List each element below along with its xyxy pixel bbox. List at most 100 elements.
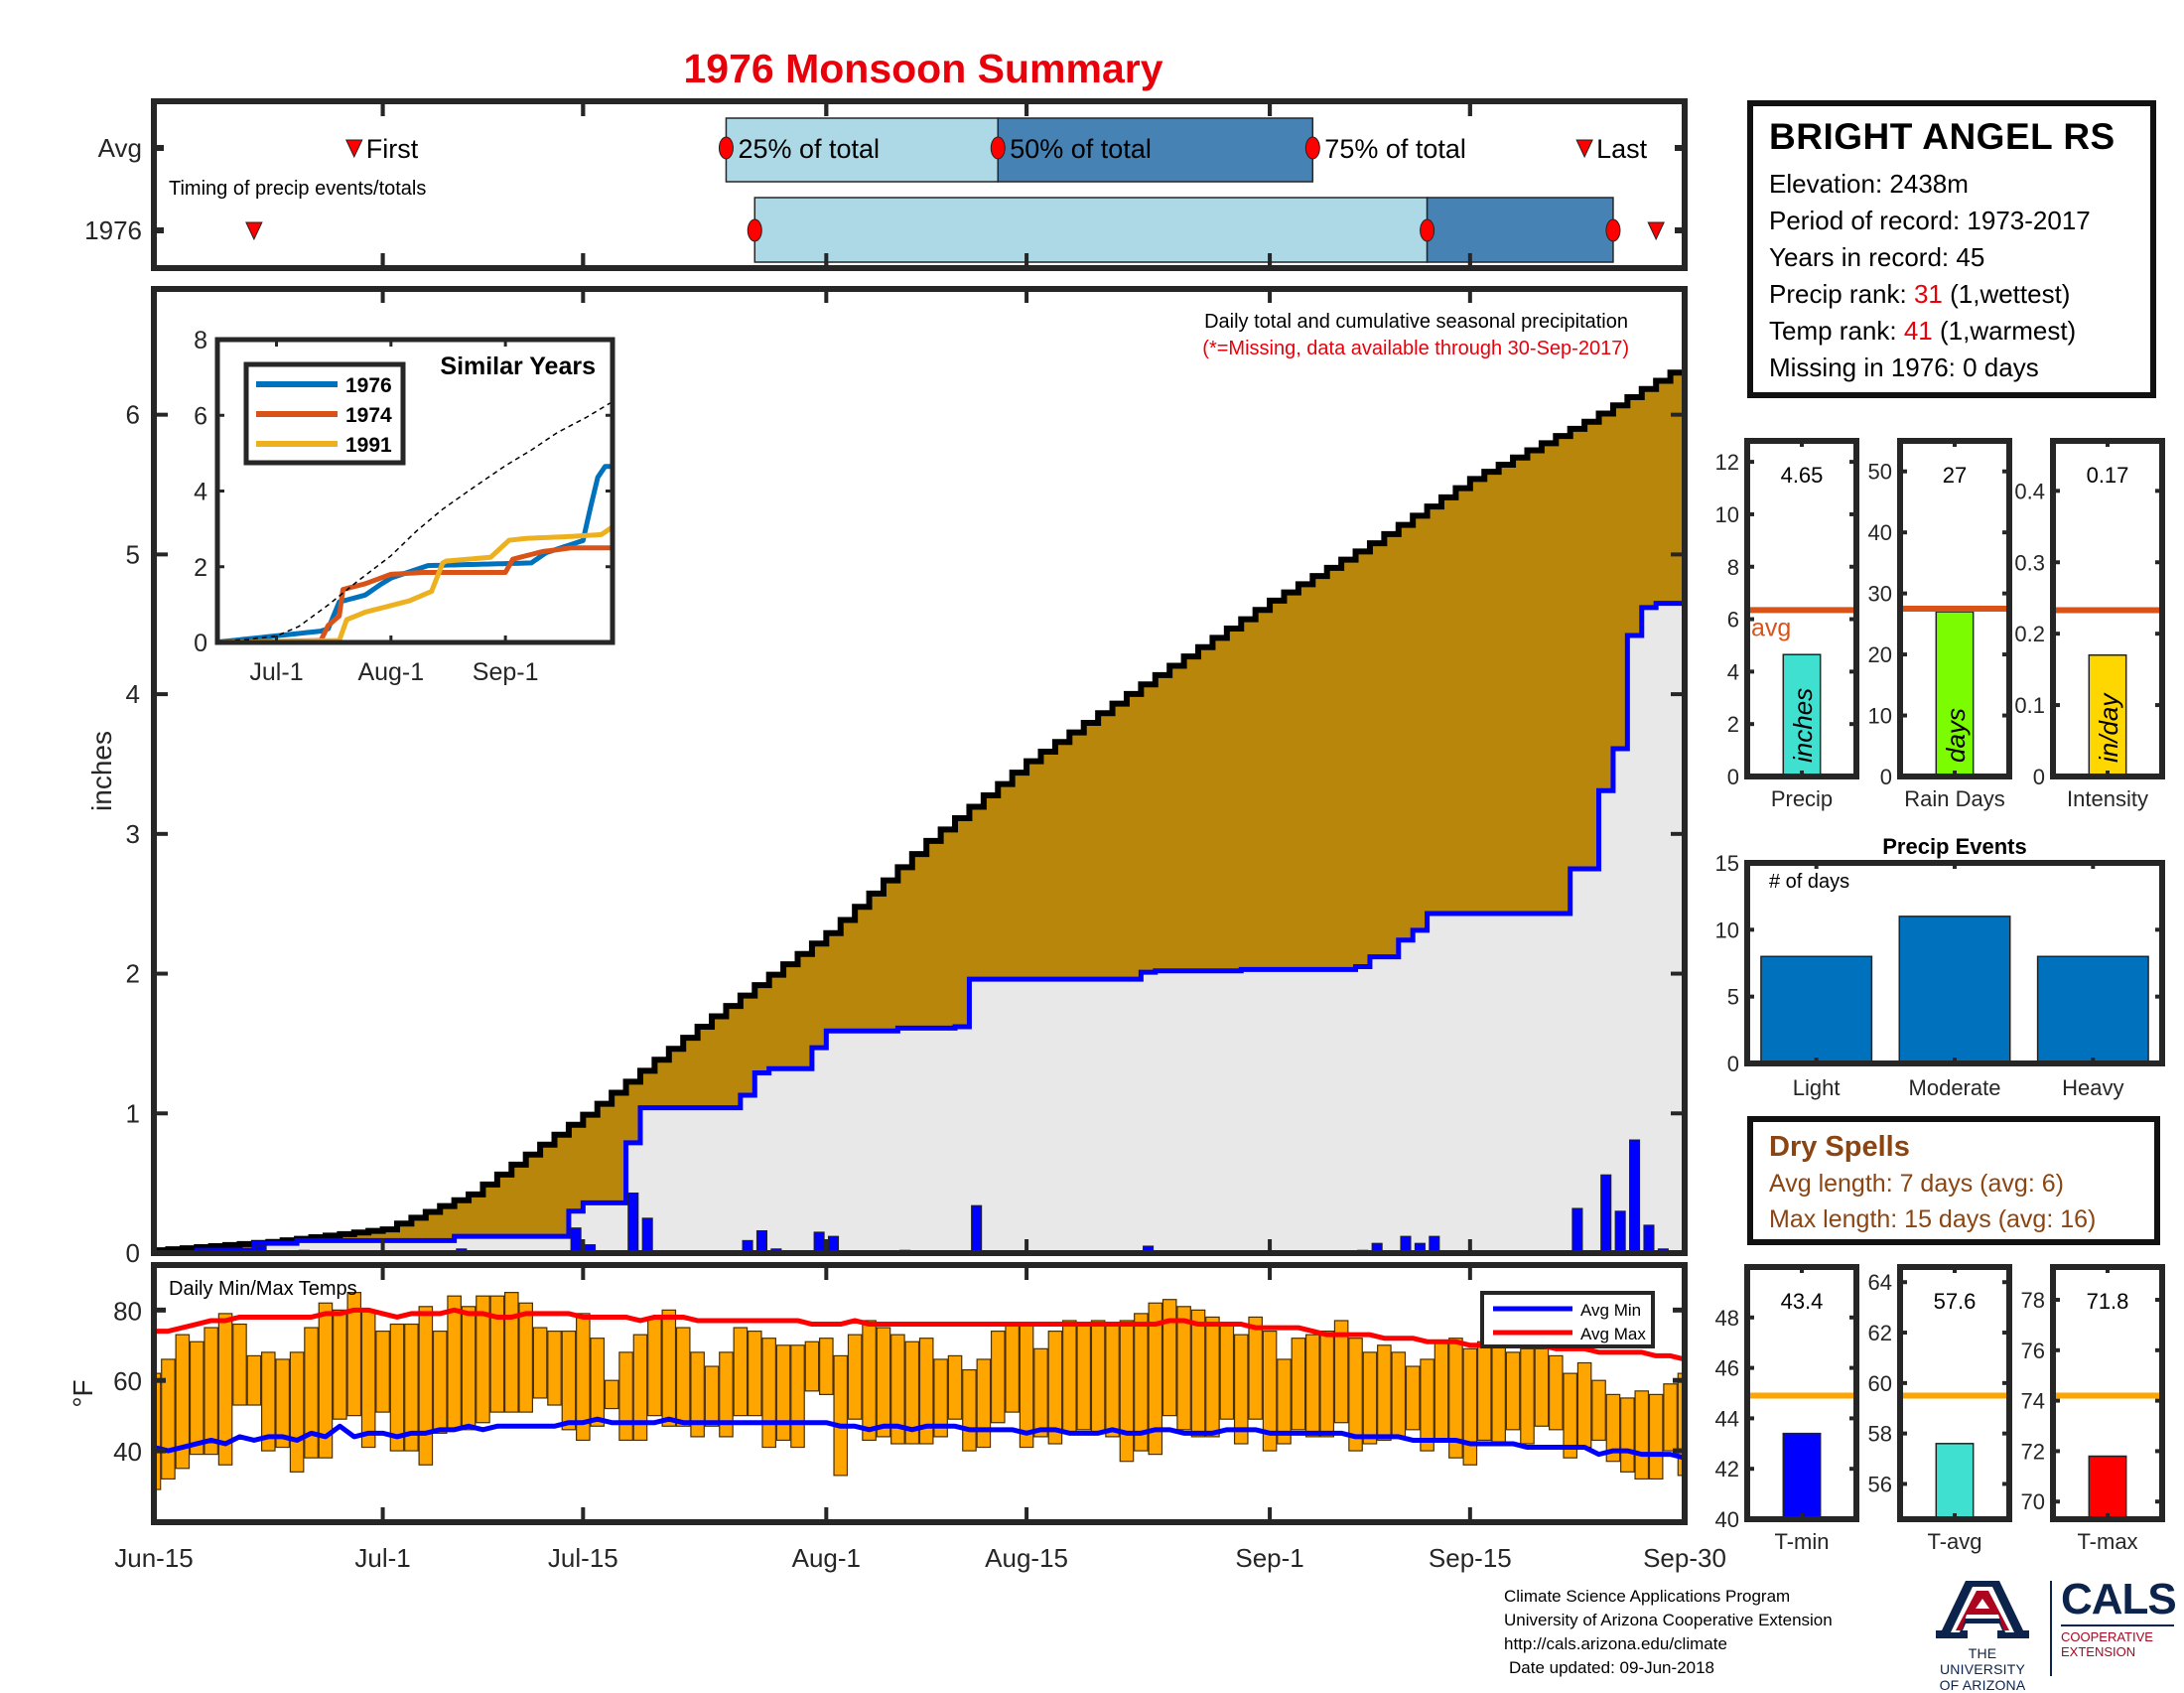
station-years: Years in record: 45 — [1769, 242, 1985, 272]
temp-range-bar — [976, 1358, 992, 1449]
temp-range-bar — [862, 1320, 877, 1442]
cals-logo: CALS COOPERATIVE EXTENSION — [2061, 1577, 2180, 1659]
main-plot-frame — [151, 286, 1688, 1256]
precip-events-category-label: Light — [1793, 1075, 1841, 1100]
panel-value-label: 71.8 — [2087, 1289, 2129, 1314]
panel-category-label: T-min — [1775, 1529, 1830, 1554]
panel-unit-label: in/day — [2094, 692, 2123, 763]
logo-divider — [2050, 1581, 2052, 1676]
inset-ytick-label: 2 — [194, 554, 207, 582]
temp-range-bar — [590, 1338, 606, 1427]
main-ytick-label: 0 — [126, 1238, 140, 1268]
avg-75-label: 75% of total — [1324, 134, 1466, 164]
temp-range-bar — [532, 1327, 548, 1399]
temp-range-bar — [1591, 1379, 1606, 1442]
panel-value-bar — [1935, 1443, 1975, 1520]
daily-precip-bar — [1643, 1224, 1655, 1254]
main-ytick-label: 1 — [126, 1098, 140, 1128]
temp-range-bar — [489, 1295, 505, 1413]
temp-range-bar — [1090, 1320, 1106, 1434]
footer-program: Climate Science Applications Program — [1504, 1587, 1791, 1606]
cals-logo-word: CALS — [2061, 1575, 2177, 1623]
temp-range-bar — [747, 1331, 762, 1417]
main-chart-subtitle: (*=Missing, data available through 30-Se… — [1202, 338, 1629, 359]
temp-range-bar — [418, 1306, 434, 1466]
x-axis-date-label: Jun-15 — [114, 1543, 194, 1573]
inset-series-avg-line — [216, 400, 614, 642]
timing-row-label-year: 1976 — [84, 215, 142, 245]
precip-events-title: Precip Events — [1882, 834, 2027, 859]
precip-events-bar-moderate — [1898, 916, 2011, 1064]
panel-category-label: T-max — [2077, 1529, 2137, 1554]
panel-ytick-label: 10 — [1868, 704, 1892, 729]
daily-precip-bar — [755, 1229, 768, 1254]
temp-range-bar — [833, 1354, 849, 1477]
temp-range-bar — [876, 1327, 891, 1438]
panel-value-bar — [1935, 611, 1975, 777]
temp-range-bar — [962, 1368, 977, 1452]
temp-range-bar — [476, 1295, 490, 1424]
temp-range-bar — [1348, 1338, 1363, 1452]
temp-rank-note: (1,warmest) — [1932, 316, 2077, 346]
cals-logo-rule — [2061, 1624, 2174, 1626]
precip-rank-note: (1,wettest) — [1942, 279, 2071, 309]
temp-range-bar — [1548, 1354, 1564, 1431]
inset-xtick-label: Jul-1 — [249, 658, 303, 686]
temp-range-bar — [189, 1340, 205, 1456]
temp-range-bar — [704, 1365, 720, 1427]
daily-precip-bar — [1571, 1207, 1583, 1254]
panel-category-label: Intensity — [2067, 786, 2148, 811]
precip-rank-label: Precip rank: — [1769, 279, 1914, 309]
panel-value-bar — [2088, 1455, 2127, 1520]
inset-ytick-label: 0 — [194, 630, 207, 657]
panel-ytick-label: 30 — [1868, 582, 1892, 607]
temp-range-bar — [1505, 1351, 1521, 1431]
inset-ytick-label: 6 — [194, 402, 207, 430]
avg-25-50-box — [725, 117, 1000, 183]
panel-category-label: Precip — [1771, 786, 1833, 811]
temps-ytick-label: 60 — [113, 1366, 142, 1396]
panel-ytick-label: 4 — [1727, 659, 1739, 684]
year-cumulative-area — [154, 603, 1685, 1253]
panel-ytick-label: 44 — [1715, 1406, 1739, 1431]
panel-value-label: 0.17 — [2087, 463, 2129, 488]
panel-ytick-label: 5 — [1727, 985, 1739, 1010]
timing-panel-subtitle: Timing of precip events/totals — [169, 178, 426, 200]
daily-precip-bar — [1614, 1210, 1626, 1254]
temp-rank-label: Temp rank: — [1769, 316, 1904, 346]
temp-range-bar — [360, 1309, 376, 1449]
temps-title: Daily Min/Max Temps — [169, 1278, 357, 1300]
temp-range-bar — [733, 1327, 749, 1417]
temp-range-bar — [304, 1327, 319, 1459]
temp-range-bar — [1448, 1338, 1463, 1459]
panel-ytick-label: 74 — [2021, 1389, 2045, 1414]
station-missing: Missing in 1976: 0 days — [1769, 353, 2039, 382]
panel-ytick-label: 6 — [1727, 608, 1739, 633]
daily-precip-bar — [813, 1231, 825, 1254]
panel-ytick-label: 40 — [1868, 520, 1892, 545]
panel-value-bar — [1782, 653, 1822, 777]
panel-ytick-label: 0.1 — [2014, 693, 2045, 718]
panel-ytick-label: 72 — [2021, 1439, 2045, 1464]
temp-range-bar — [1033, 1347, 1048, 1438]
block-a-icon — [1936, 1581, 2029, 1638]
temp-range-bar — [1047, 1331, 1063, 1445]
temp-range-bar — [432, 1331, 448, 1434]
year-75-marker — [1605, 218, 1621, 242]
year-50-75-box — [1426, 197, 1614, 263]
station-precip-rank: Precip rank: 31 (1,wettest) — [1769, 276, 2150, 313]
temp-range-bar — [1377, 1344, 1392, 1442]
temp-range-bar — [790, 1344, 805, 1449]
panel-ytick-label: 20 — [1868, 642, 1892, 667]
temp-range-bar — [1462, 1347, 1478, 1466]
x-axis-date-label: Aug-15 — [985, 1543, 1068, 1573]
precip-rank-value: 31 — [1913, 279, 1943, 309]
intensity-panel: in/day 0 0.1 0.2 0.3 0.4 0.17 Intensity — [2014, 438, 2165, 811]
temp-range-bar — [346, 1292, 362, 1417]
daily-precip-bar — [1600, 1174, 1612, 1254]
precip-events-annotation: # of days — [1769, 871, 1849, 893]
temp-range-bar — [804, 1340, 820, 1392]
temp-range-bar — [1405, 1365, 1421, 1431]
footer-university: University of Arizona Cooperative Extens… — [1504, 1611, 1833, 1629]
